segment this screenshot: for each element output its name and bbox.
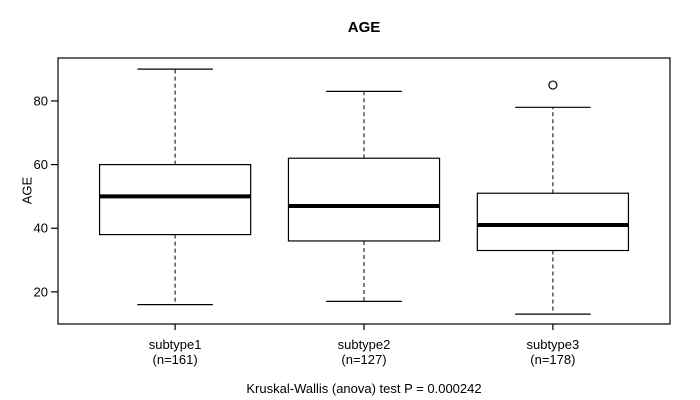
y-tick-label: 20: [34, 284, 48, 299]
group-name: subtype2: [337, 337, 391, 352]
box-subtype3: [476, 192, 630, 252]
group-name: subtype3: [526, 337, 580, 352]
y-tick-label: 80: [34, 93, 48, 108]
group-sample-size: (n=161): [152, 352, 198, 367]
group-label-subtype1: subtype1 (n=161): [95, 337, 255, 367]
y-tick-label: 60: [34, 157, 48, 172]
box-subtype1: [98, 163, 252, 236]
group-sample-size: (n=178): [530, 352, 576, 367]
chart-title: AGE: [347, 19, 381, 36]
y-tick-label: 40: [34, 221, 48, 236]
stat-test-annotation: Kruskal-Wallis (anova) test P = 0.000242: [246, 381, 482, 396]
group-label-subtype3: subtype3 (n=178): [473, 337, 633, 367]
box-subtype2: [287, 157, 441, 242]
outlier-point: [548, 80, 558, 90]
group-sample-size: (n=127): [341, 352, 387, 367]
group-name: subtype1: [148, 337, 202, 352]
group-label-subtype2: subtype2 (n=127): [284, 337, 444, 367]
